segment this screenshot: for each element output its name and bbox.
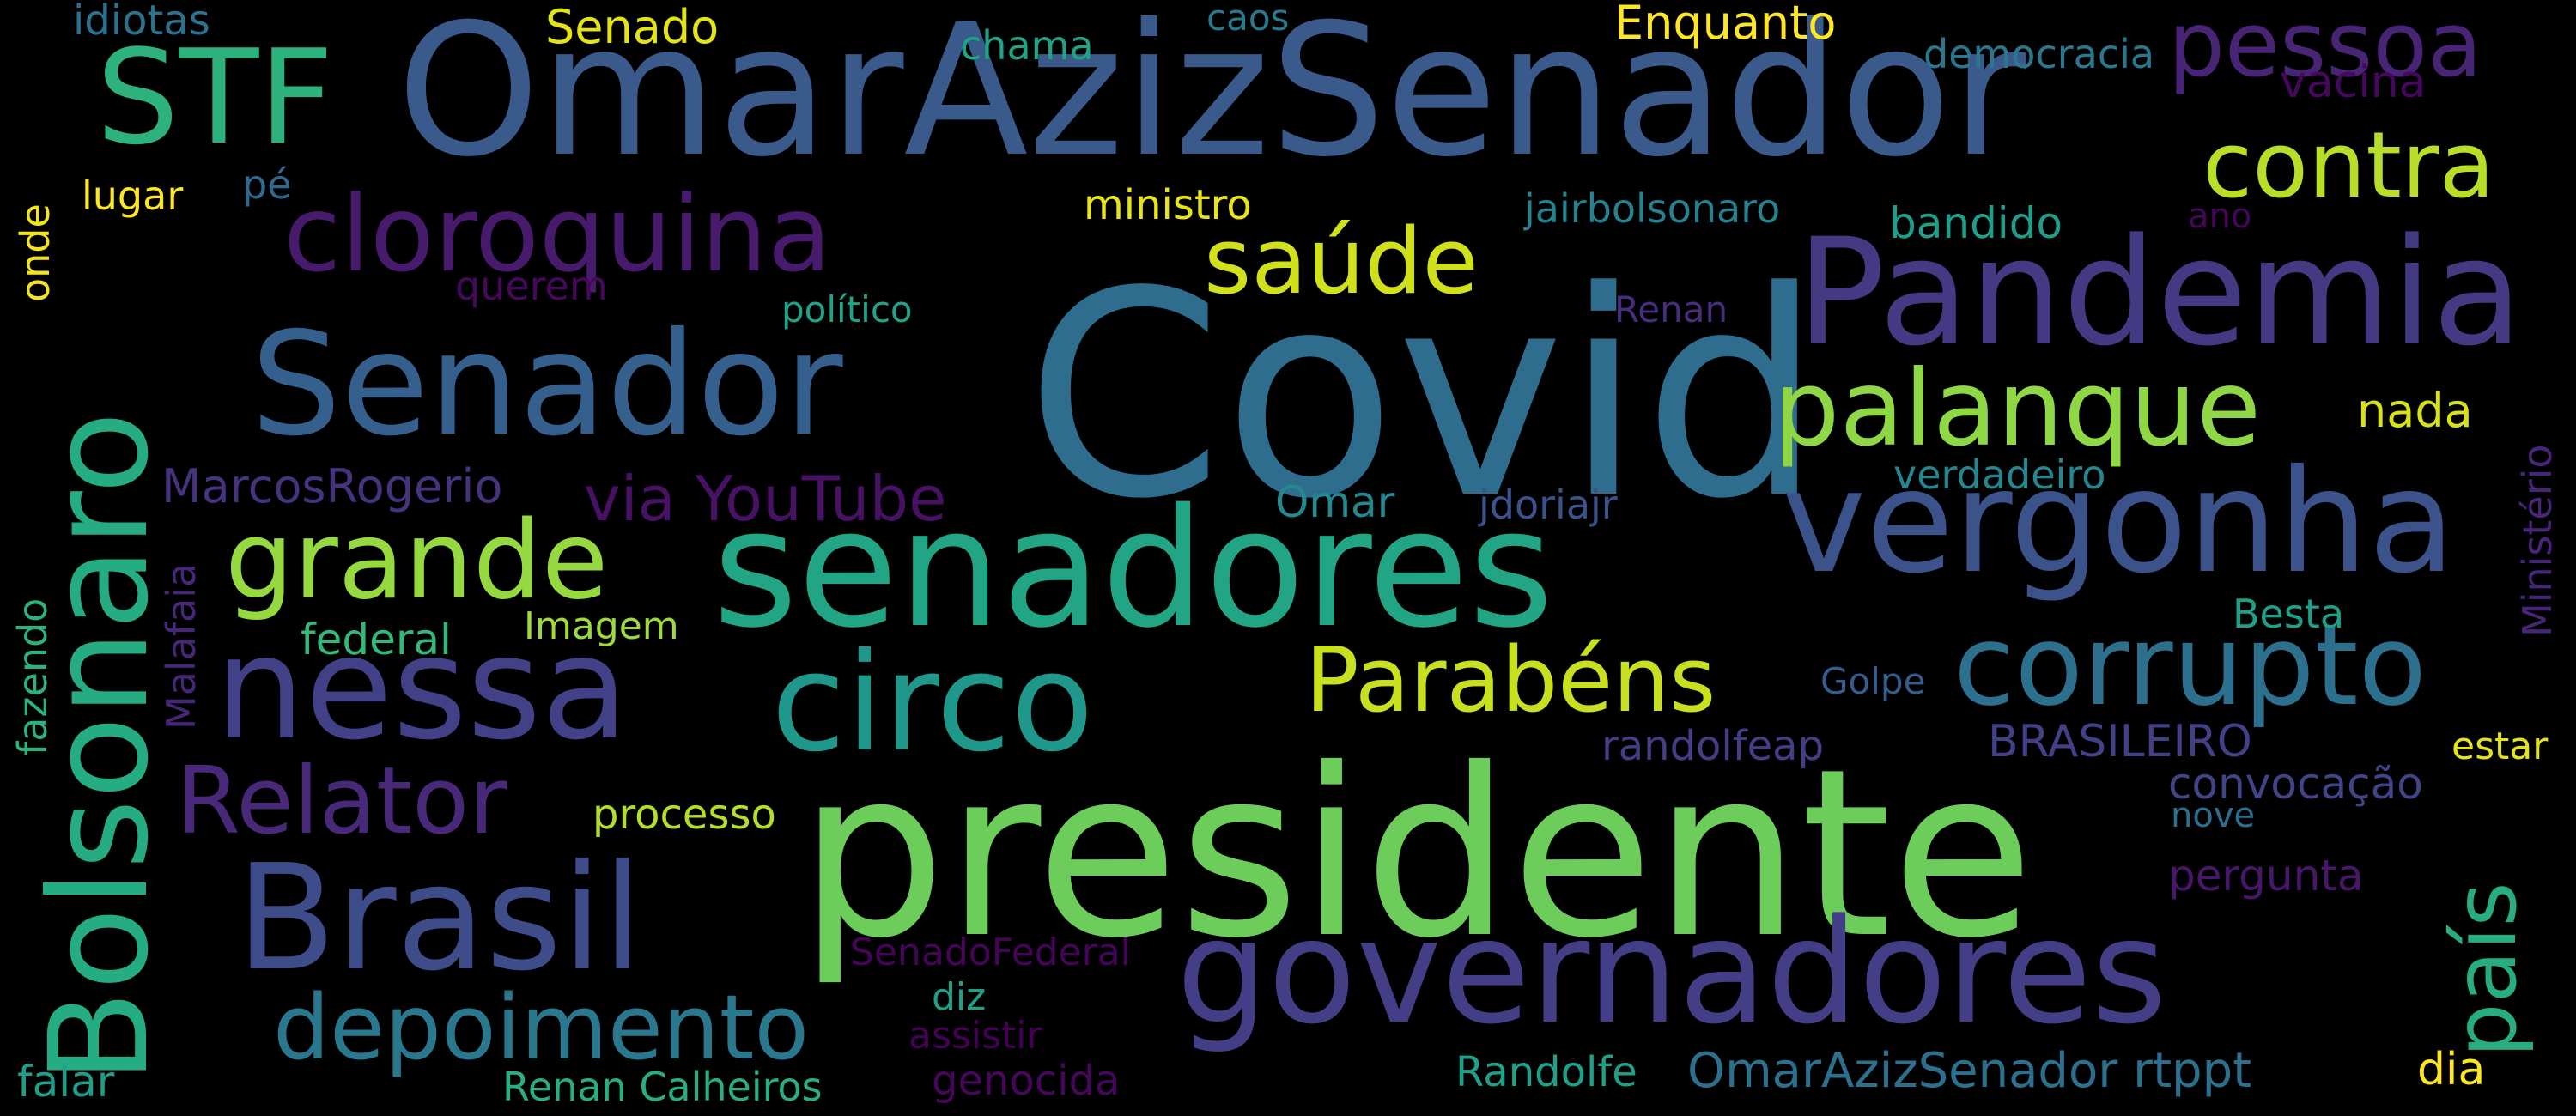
word-pandemia: Pandemia <box>1796 206 2524 379</box>
word-nove: nove <box>2171 796 2256 835</box>
word-convocacao: convocação <box>2168 759 2423 809</box>
word-estar: estar <box>2451 725 2549 768</box>
word-pais: país <box>2435 882 2536 1058</box>
word-randolfeap: randolfeap <box>1601 722 1825 770</box>
word-genocida: genocida <box>932 1057 1121 1105</box>
word-palanque: palanque <box>1773 348 2262 470</box>
word-saude: saúde <box>1204 209 1479 314</box>
word-ministro: ministro <box>1084 181 1252 229</box>
word-vergonha: vergonha <box>1782 440 2456 605</box>
word-jdoriajr: jdoriajr <box>1479 482 1618 528</box>
word-querem: querem <box>455 263 608 309</box>
word-lugar: lugar <box>82 173 184 219</box>
word-omaraziz-senador: OmarAzizSenador <box>397 0 2026 197</box>
word-brasileiro: BRASILEIRO <box>1988 716 2252 767</box>
word-nessa: nessa <box>215 606 629 772</box>
word-caos: caos <box>1206 0 1290 39</box>
word-renan-calheiros: Renan Calheiros <box>502 1064 823 1110</box>
word-idiotas: idiotas <box>73 0 210 45</box>
word-governadores: governadores <box>1176 888 2167 1056</box>
word-golpe: Golpe <box>1820 660 1926 702</box>
word-falar: falar <box>17 1057 115 1107</box>
word-randolfe: Randolfe <box>1455 1048 1637 1096</box>
word-jairbolsonaro: jairbolsonaro <box>1524 185 1781 232</box>
word-contra: contra <box>2202 112 2495 218</box>
word-assistir: assistir <box>908 1014 1042 1058</box>
word-corrupto: corrupto <box>1953 600 2427 731</box>
word-depoimento: depoimento <box>273 975 810 1080</box>
word-chama: chama <box>960 22 1094 69</box>
word-cloroquina: cloroquina <box>283 173 832 295</box>
word-onde: onde <box>12 203 58 302</box>
word-stf: STF <box>96 21 334 173</box>
word-brasil: Brasil <box>236 834 643 1004</box>
word-senadofederal: SenadoFederal <box>850 931 1131 974</box>
word-renan: Renan <box>1614 288 1728 331</box>
word-diz: diz <box>932 975 987 1019</box>
word-federal: federal <box>301 615 452 664</box>
word-besta: Besta <box>2233 591 2345 637</box>
word-pessoa: pessoa <box>2168 0 2482 97</box>
word-senador: Senador <box>251 302 843 468</box>
word-pe: pé <box>242 161 292 208</box>
word-via-youtube: via YouTube <box>584 463 947 535</box>
word-politico: político <box>781 288 913 331</box>
word-enquanto: Enquanto <box>1614 0 1837 50</box>
word-senadores: senadores <box>713 474 1554 664</box>
word-pergunta: pergunta <box>2168 851 2364 901</box>
word-fazendo: fazendo <box>9 597 56 755</box>
word-omaraziz-senador-rtppt: OmarAzizSenador rtppt <box>1687 1043 2252 1099</box>
word-senado: Senado <box>545 0 720 54</box>
word-bandido: bandido <box>1889 198 2063 248</box>
word-presidente: presidente <box>799 719 2034 989</box>
word-ano: ano <box>2188 197 2252 236</box>
word-verdadeiro: verdadeiro <box>1893 452 2106 498</box>
word-parabens: Parabéns <box>1305 628 1716 732</box>
word-marcosrogerio: MarcosRogerio <box>161 459 503 513</box>
word-democracia: democracia <box>1923 31 2155 77</box>
word-dia: dia <box>2417 1044 2486 1095</box>
word-omar: Omar <box>1275 477 1395 527</box>
word-processo: processo <box>592 791 776 839</box>
word-imagem: Imagem <box>524 604 679 648</box>
word-grande: grande <box>225 497 609 623</box>
word-covid: Covid <box>1025 231 1823 561</box>
word-malafaia: Malafaia <box>158 562 204 730</box>
word-ministerio: Ministério <box>2514 444 2561 637</box>
word-circo: circo <box>771 624 1094 782</box>
word-nada: nada <box>2357 384 2473 438</box>
word-relator: Relator <box>176 748 507 855</box>
word-vacina: vacina <box>2280 57 2427 108</box>
